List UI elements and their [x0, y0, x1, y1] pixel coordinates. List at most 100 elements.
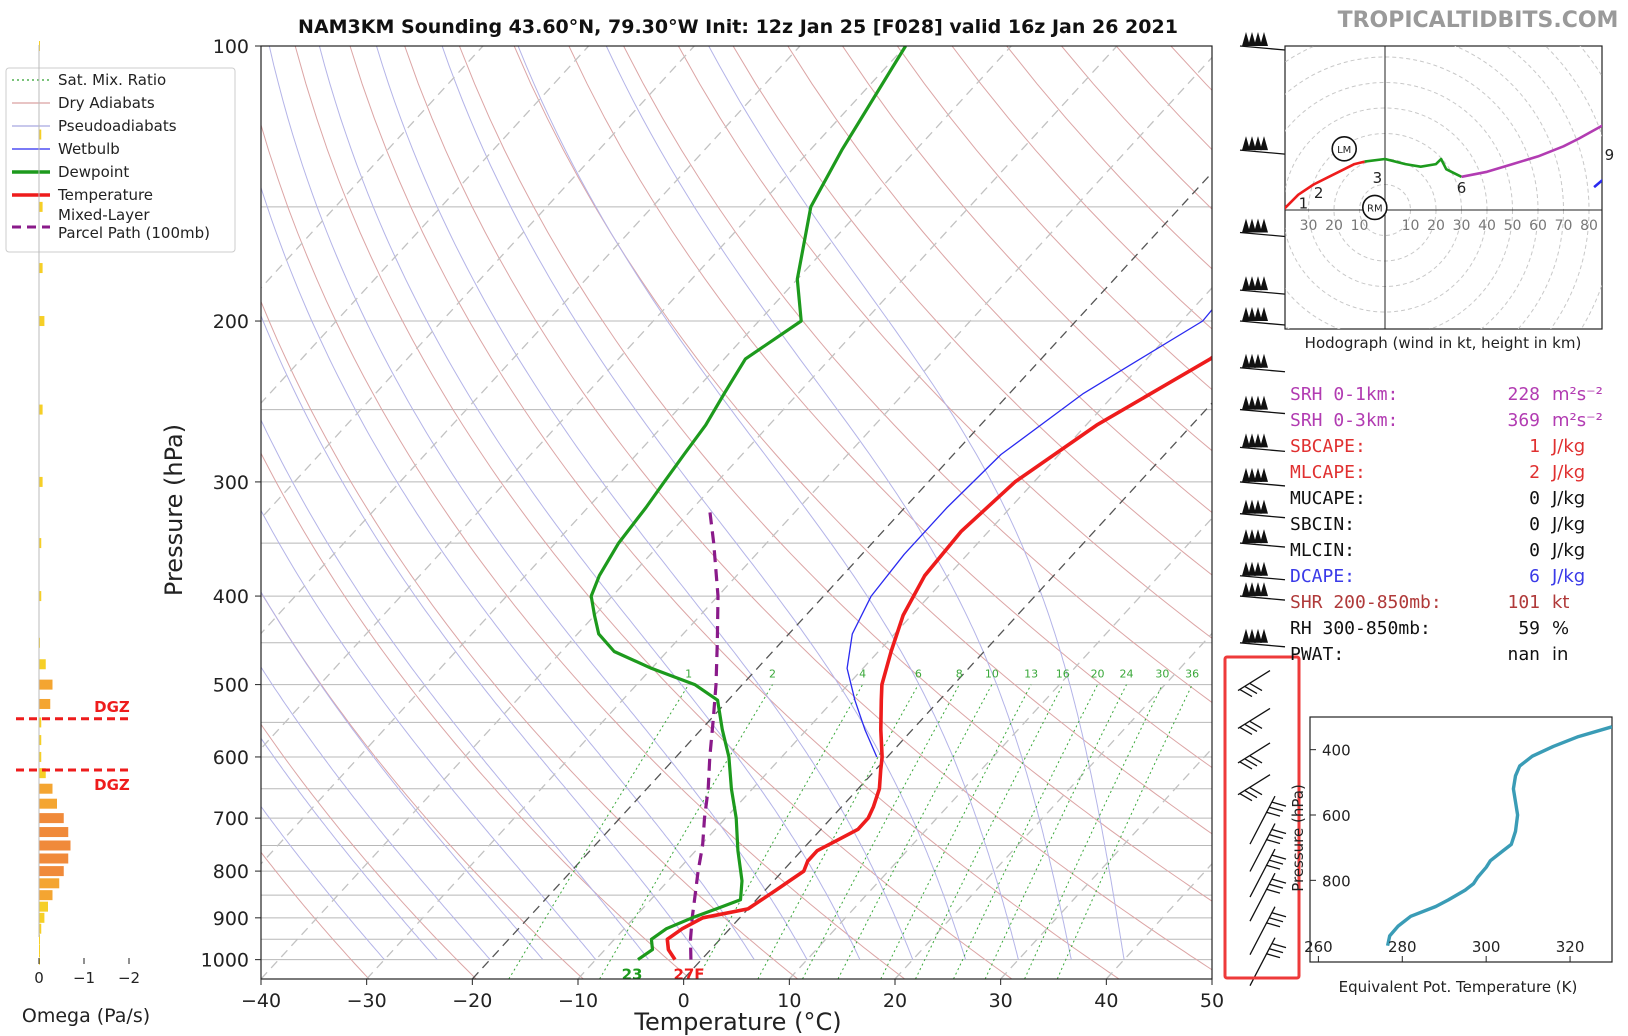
index-unit: J/kg	[1551, 462, 1585, 483]
dry-adiabat-line	[732, 46, 1212, 576]
pseudoadiabat-line	[261, 590, 544, 960]
isotherm-line	[261, 46, 1012, 865]
y-tick-label: 500	[213, 675, 249, 697]
omega-bar	[39, 890, 53, 901]
wind-barb-feather	[1265, 811, 1281, 817]
theta-e-y-tick-label: 800	[1322, 872, 1351, 890]
hodograph-ring-label: 20	[1325, 218, 1343, 234]
wind-barb-feather	[1244, 723, 1258, 732]
x-tick-label: −10	[558, 990, 598, 1012]
wind-barb-feather	[1265, 888, 1281, 894]
theta-e-y-tick-label: 600	[1322, 807, 1351, 825]
theta-e-x-tick-label: 320	[1556, 938, 1585, 956]
wind-barb-feather	[1249, 787, 1263, 796]
wind-barb-flag	[1242, 561, 1250, 576]
wind-barb-feather	[1265, 864, 1281, 870]
wind-barb-flag	[1248, 467, 1256, 482]
wind-barb-feather	[1244, 790, 1258, 799]
isotherm-line	[1000, 747, 1212, 979]
wind-barb-staff	[1239, 367, 1286, 373]
isotherm-line	[894, 632, 1212, 979]
wind-barb	[1239, 628, 1286, 648]
y-tick-label: 700	[213, 808, 249, 830]
hodograph-trace	[1364, 157, 1463, 178]
wind-barb-feather	[1271, 878, 1287, 884]
isotherm-line	[261, 46, 1118, 979]
skewt-plot: 1 2 4 6 8 10 13 16 20 24 30 36100200300400500600700…	[160, 36, 1224, 1036]
wind-barb-staff	[1239, 320, 1286, 326]
wind-barb-flag	[1260, 218, 1268, 233]
wind-barb-flag	[1260, 433, 1268, 448]
theta-e-x-tick-label: 260	[1304, 938, 1333, 956]
wind-barb-staff	[1239, 542, 1286, 548]
wind-barb-flag	[1254, 433, 1262, 448]
wind-barb-flag	[1254, 582, 1262, 597]
index-label: DCAPE:	[1290, 566, 1355, 587]
wind-barb-flag	[1254, 218, 1262, 233]
dry-adiabat-line	[842, 46, 1212, 452]
wind-barb-flag	[1248, 395, 1256, 410]
legend-label: Temperature	[57, 186, 153, 204]
dry-adiabat-line	[294, 46, 1013, 979]
wind-barb-feather	[1268, 833, 1284, 840]
x-tick-label: 10	[777, 990, 801, 1012]
legend-label: Mixed-Layer Parcel Path (100mb)	[58, 206, 210, 242]
omega-bar	[39, 901, 48, 912]
wind-barb-staff	[1239, 408, 1286, 415]
dry-adiabat-line	[261, 723, 477, 979]
hodograph-height-label: 6	[1457, 179, 1467, 197]
wind-barb-staff	[1239, 481, 1286, 487]
hodograph-height-label: 2	[1314, 184, 1324, 202]
wind-barb-staff	[1239, 45, 1286, 51]
wind-barb-staff	[1239, 446, 1286, 453]
temperature-line	[665, 355, 1212, 961]
omega-xlabel: Omega (Pa/s)	[22, 1005, 150, 1027]
x-tick-label: 50	[1200, 990, 1224, 1012]
wind-barb-flag	[1260, 395, 1268, 410]
omega-tick-label: 0	[34, 969, 44, 987]
mixing-ratio-line	[953, 684, 1099, 979]
wind-barb	[1239, 467, 1286, 487]
hodograph-ring-label: 30	[1453, 218, 1471, 234]
hodograph-ring-label: 50	[1504, 218, 1522, 234]
hodograph-ring-label: 30	[1300, 218, 1318, 234]
omega-bar	[39, 316, 45, 327]
wind-barb	[1239, 353, 1286, 373]
wind-barb-staff	[1249, 795, 1276, 845]
index-label: MUCAPE:	[1290, 488, 1366, 509]
mixing-ratio-label: 36	[1185, 668, 1199, 681]
wind-barb-flag	[1242, 353, 1250, 368]
theta-e-xlabel: Equivalent Pot. Temperature (K)	[1339, 978, 1578, 996]
omega-bar	[39, 840, 71, 851]
mixing-ratio-line	[984, 684, 1127, 979]
hodograph-trace	[1285, 160, 1365, 210]
x-tick-label: 40	[1094, 990, 1118, 1012]
wind-barb-feather	[1268, 917, 1284, 923]
wind-barb-flag	[1260, 628, 1268, 643]
mixing-ratio-line	[802, 684, 960, 979]
isotherm-line	[788, 517, 1212, 979]
mixing-ratio-label: 16	[1056, 668, 1070, 681]
wind-barb-staff	[1239, 149, 1286, 155]
pseudoadiabat-line	[517, 46, 1019, 960]
wind-barb-flag	[1254, 499, 1262, 514]
wind-barb-flag	[1242, 529, 1250, 544]
index-value: 2	[1529, 462, 1540, 483]
index-unit: m²s⁻²	[1552, 410, 1603, 431]
y-tick-label: 200	[213, 311, 249, 333]
omega-bar	[39, 476, 43, 487]
index-label: PWAT:	[1290, 644, 1344, 665]
mixing-ratio-label: 10	[985, 668, 999, 681]
dry-adiabat-line	[568, 46, 1212, 769]
wind-barb-flag	[1254, 353, 1262, 368]
omega-bar	[39, 813, 64, 824]
hodograph: 30 20 10 10 20 30 40 50 60 70 80 12 3 6 9 LM RM Hodograp…	[1284, 45, 1614, 352]
wind-barb	[1239, 276, 1286, 295]
omega-bar	[39, 735, 42, 746]
omega-bar	[39, 783, 53, 794]
skewt-border	[260, 45, 1213, 980]
wind-barb-flag	[1260, 276, 1268, 291]
wind-barb-flag	[1242, 307, 1250, 322]
wind-barb	[1239, 433, 1286, 453]
index-label: SRH 0-3km:	[1290, 410, 1398, 431]
